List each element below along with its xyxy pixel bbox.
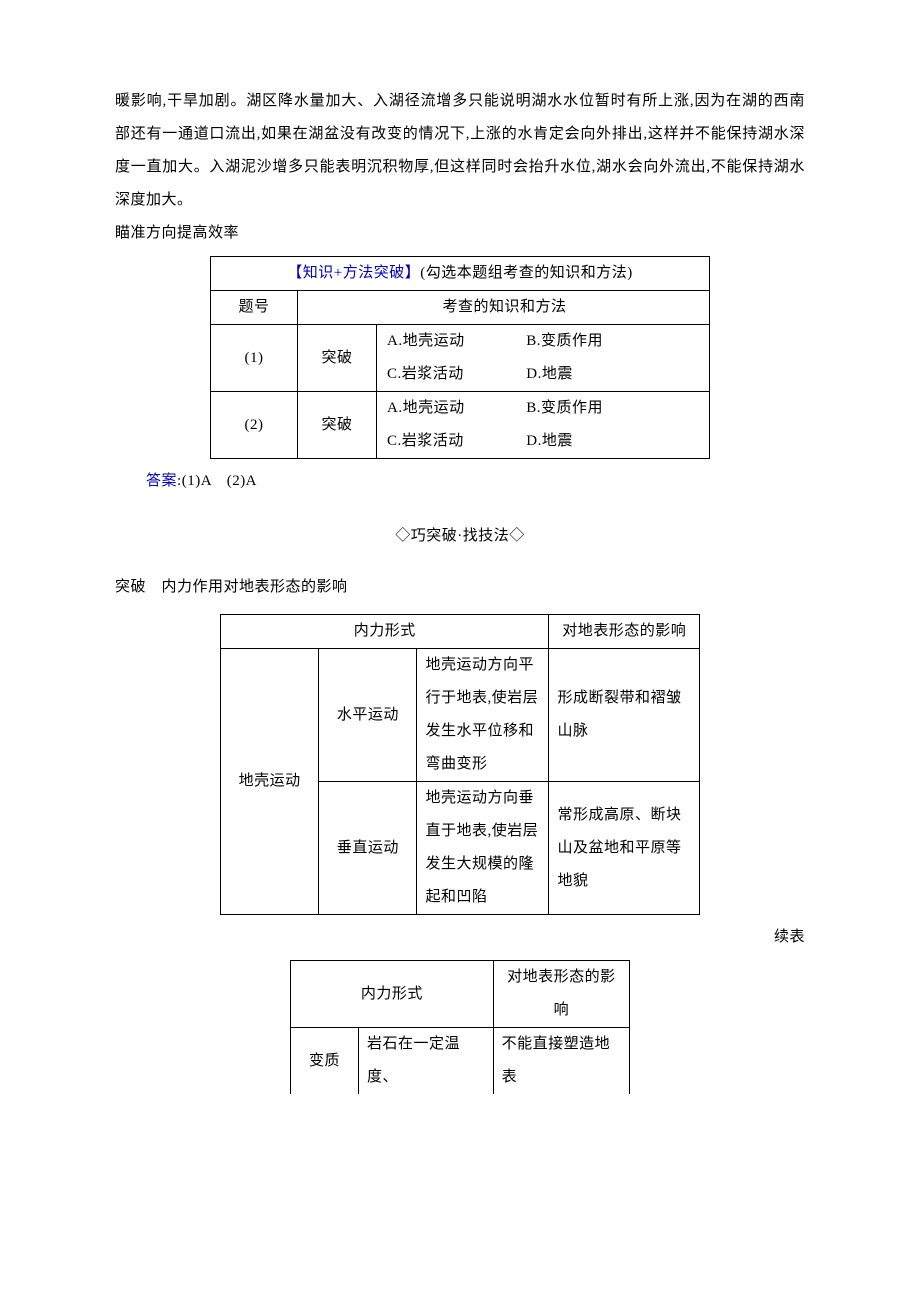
t2-r1c1: 地壳运动 — [221, 649, 319, 915]
t1-r2-options: A.地壳运动 B.变质作用 C.岩浆活动 D.地震 — [377, 392, 710, 459]
knowledge-method-table: 【知识+方法突破】(勾选本题组考查的知识和方法) 题号 考查的知识和方法 (1)… — [210, 256, 710, 459]
t2-r1c2: 水平运动 — [319, 649, 417, 782]
t1-r2-b: B.变质作用 — [526, 392, 676, 425]
t2-r2c3: 地壳运动方向垂直于地表,使岩层发生大规模的隆起和凹陷 — [417, 782, 549, 915]
t3-h-form: 内力形式 — [291, 961, 494, 1028]
t1-r1-d: D.地震 — [526, 358, 676, 391]
t2-r1c3: 地壳运动方向平行于地表,使岩层发生水平位移和弯曲变形 — [417, 649, 549, 782]
t1-r2-num: (2) — [211, 392, 298, 459]
answer-indent — [115, 473, 146, 489]
inner-force-table: 内力形式 对地表形态的影响 地壳运动 水平运动 地壳运动方向平行于地表,使岩层发… — [220, 614, 700, 915]
t1-r2-d: D.地震 — [526, 425, 676, 458]
t1-r2-c: C.岩浆活动 — [387, 425, 522, 458]
t3-h-effect: 对地表形态的影响 — [493, 961, 629, 1028]
answer-label: 答案 — [146, 473, 177, 489]
intro-paragraph: 暖影响,干旱加剧。湖区降水量加大、入湖径流增多只能说明湖水水位暂时有所上涨,因为… — [115, 85, 805, 217]
section-heading: ◇巧突破·找技法◇ — [115, 520, 805, 553]
answer-text: :(1)A (2)A — [177, 473, 257, 489]
t1-r1-break: 突破 — [298, 325, 377, 392]
t3-r1c1: 变质 — [291, 1028, 359, 1095]
t1-col-num: 题号 — [211, 291, 298, 325]
t2-h-effect: 对地表形态的影响 — [549, 615, 700, 649]
t2-r1c4: 形成断裂带和褶皱山脉 — [549, 649, 700, 782]
sub-heading: 突破 内力作用对地表形态的影响 — [115, 571, 805, 604]
t2-h-form: 内力形式 — [221, 615, 549, 649]
t1-col-content: 考查的知识和方法 — [298, 291, 710, 325]
t1-r1-num: (1) — [211, 325, 298, 392]
t3-r1c2: 岩石在一定温度、 — [358, 1028, 493, 1095]
t1-r2-a: A.地壳运动 — [387, 392, 522, 425]
page: 暖影响,干旱加剧。湖区降水量加大、入湖径流增多只能说明湖水水位暂时有所上涨,因为… — [0, 0, 920, 1302]
continue-label: 续表 — [115, 921, 805, 954]
t1-header-suffix: (勾选本题组考查的知识和方法) — [420, 265, 633, 281]
t2-r2c4: 常形成高原、断块山及盆地和平原等地貌 — [549, 782, 700, 915]
t1-r1-a: A.地壳运动 — [387, 325, 522, 358]
t3-r1c3: 不能直接塑造地表 — [493, 1028, 629, 1095]
t1-r2-break: 突破 — [298, 392, 377, 459]
intro-line2: 瞄准方向提高效率 — [115, 217, 805, 250]
t2-r2c2: 垂直运动 — [319, 782, 417, 915]
t1-r1-c: C.岩浆活动 — [387, 358, 522, 391]
answer-line: 答案:(1)A (2)A — [115, 465, 805, 498]
t1-header: 【知识+方法突破】(勾选本题组考查的知识和方法) — [211, 257, 710, 291]
continue-table: 内力形式 对地表形态的影响 变质 岩石在一定温度、 不能直接塑造地表 — [290, 960, 630, 1094]
t1-r1-options: A.地壳运动 B.变质作用 C.岩浆活动 D.地震 — [377, 325, 710, 392]
t1-header-prefix: 【知识+方法突破】 — [287, 265, 420, 281]
t1-r1-b: B.变质作用 — [526, 325, 676, 358]
